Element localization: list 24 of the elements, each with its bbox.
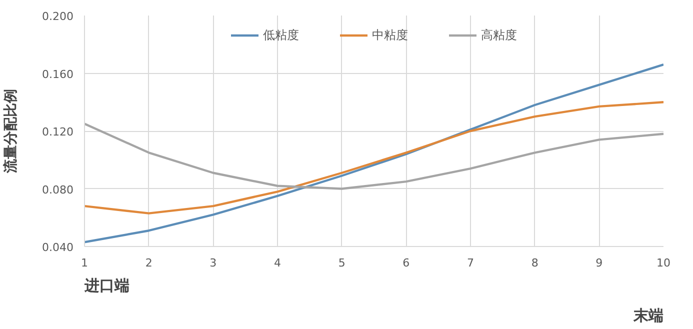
x-tick-label: 4 [274,256,281,270]
x-tick-label: 8 [531,256,538,270]
line-series [84,122,664,190]
y-tick-label: 0.160 [42,68,74,81]
y-tick-label: 0.040 [42,241,74,254]
y-tick-label: 0.120 [42,126,74,138]
y-tick-label: 0.080 [42,183,74,196]
y-tick-label: 0.200 [42,10,74,23]
line-series [84,101,664,214]
x-tick-label: 5 [338,256,346,270]
x-tick-label: 10 [656,256,670,270]
x-tick-label: 2 [145,256,152,270]
x-tick-label: 9 [596,256,603,270]
y-axis-title: 流量分配比例 [2,89,20,174]
text: 末端 [632,306,664,324]
line-series [84,63,664,244]
legend-label: 中粘度 [372,26,408,44]
x-tick-label: 3 [210,256,217,270]
text: 进口端 [84,276,130,294]
legend-label: 低粘度 [263,26,299,44]
x-tick-label: 7 [467,256,474,270]
x-tick-label: 6 [402,256,410,270]
legend-label: 高粘度 [481,26,517,44]
x-tick-label: 1 [81,256,88,270]
